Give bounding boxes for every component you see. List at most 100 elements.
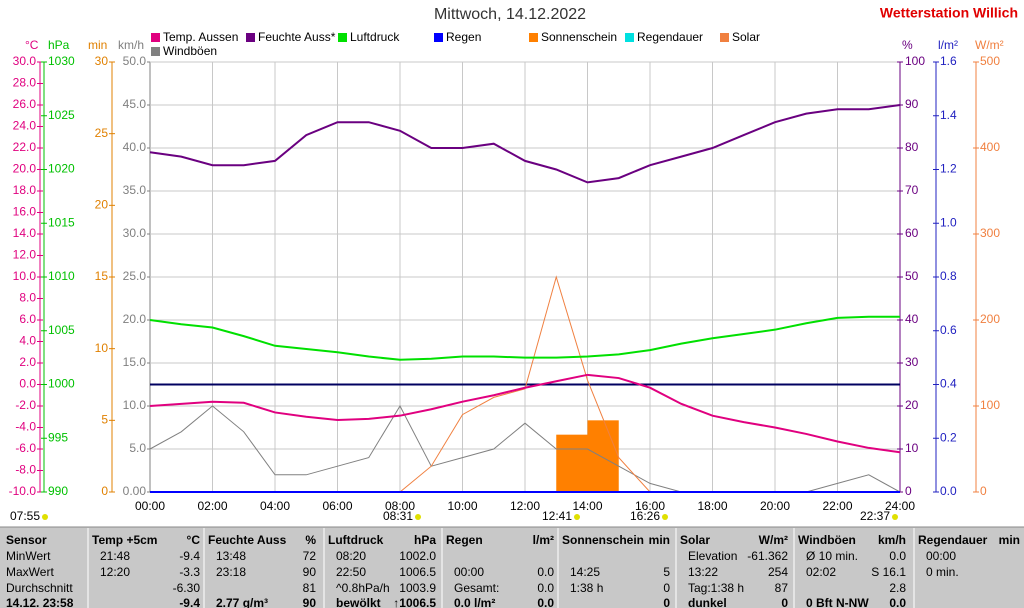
column-header: Regendauer [918,533,988,547]
cell-right: 72 [303,549,317,563]
cell-left: 0 min. [926,565,959,579]
legend-label: Regen [446,30,481,44]
axis-unit: min [88,38,107,52]
legend-label: Solar [732,30,760,44]
y-tick-label: 20 [95,198,109,212]
axis-unit: W/m² [975,38,1004,52]
y-tick-label: 30 [95,54,109,68]
row-label: Durchschnitt [6,581,73,595]
bar [556,434,588,492]
x-tick-label: 08:00 [385,499,415,513]
row-label: 14.12. 23:58 [6,596,74,608]
cell-left: 14:25 [570,565,600,579]
y-tick-label: 1010 [48,269,75,283]
y-tick-label: 0.0 [940,484,957,498]
axis-unit: l/m² [938,38,958,52]
legend-label: Sonnenschein [541,30,617,44]
column-header: Feuchte Auss [208,533,287,547]
cell-left: ^0.8hPa/h [336,581,390,595]
cell-left: Tag:1:38 h [688,581,744,595]
cell-left: 0 Bft N-NW [806,596,869,608]
cell-left: 22:50 [336,565,366,579]
y-tick-label: 12.0 [13,248,37,262]
x-tick-label: 10:00 [447,499,477,513]
y-tick-label: 1025 [48,108,75,122]
y-tick-label: 1030 [48,54,75,68]
y-tick-label: 50 [905,269,919,283]
x-tick-label: 16:00 [635,499,665,513]
station-name: Wetterstation Willich [880,5,1018,21]
y-tick-label: 20.0 [13,162,37,176]
y-tick-label: 20.0 [123,312,147,326]
y-tick-label: 5.0 [129,441,146,455]
column-unit: hPa [414,533,436,547]
cell-right: 0.0 [537,581,554,595]
time-annotation: 07:55 [10,509,40,523]
y-tick-label: 80 [905,140,919,154]
axis-unit: % [902,38,913,52]
y-tick-label: 6.0 [19,312,36,326]
sun-marker [415,514,421,520]
x-tick-label: 22:00 [822,499,852,513]
legend-label: Temp. Aussen [163,30,238,44]
cell-right: 1006.5 [399,565,436,579]
x-tick-label: 04:00 [260,499,290,513]
y-tick-label: 25 [95,126,109,140]
column-unit: °C [187,533,201,547]
sun-marker [574,514,580,520]
x-tick-label: 00:00 [135,499,165,513]
sun-marker [892,514,898,520]
legend-swatch [720,33,729,42]
cell-right: 254 [768,565,788,579]
cell-right: 1002.0 [399,549,436,563]
y-tick-label: 14.0 [13,226,37,240]
bar [587,420,619,492]
legend-label: Windböen [163,44,217,58]
cell-left: 21:48 [100,549,130,563]
cell-left: 2.77 g/m³ [216,596,268,608]
column-unit: min [999,533,1020,547]
y-tick-label: 30 [905,355,919,369]
cell-left: 0.0 l/m² [454,596,495,608]
cell-left: Gesamt: [454,581,499,595]
y-tick-label: 1005 [48,323,75,337]
cell-left: 00:00 [454,565,484,579]
cell-left: 12:20 [100,565,130,579]
y-tick-label: 25.0 [123,269,147,283]
y-tick-label: 0 [905,484,912,498]
time-annotation: 16:26 [630,509,660,523]
cell-right: -9.4 [179,596,200,608]
y-tick-label: 45.0 [123,97,147,111]
cell-right: 87 [775,581,789,595]
y-tick-label: 20 [905,398,919,412]
y-tick-label: 1015 [48,215,75,229]
x-tick-label: 18:00 [697,499,727,513]
y-tick-label: 10 [95,341,109,355]
y-tick-label: -4.0 [15,420,36,434]
y-tick-label: 5 [101,413,108,427]
y-tick-label: 0.0 [19,377,36,391]
y-tick-label: 0 [980,484,987,498]
y-tick-label: 0 [101,484,108,498]
y-tick-label: -10.0 [9,484,37,498]
column-unit: km/h [878,533,906,547]
legend-swatch [529,33,538,42]
cell-right: 0.0 [889,549,906,563]
legend-swatch [151,33,160,42]
y-tick-label: 8.0 [19,291,36,305]
y-tick-label: 995 [48,430,68,444]
table-background [0,527,1024,608]
x-tick-label: 20:00 [760,499,790,513]
y-tick-label: 1.4 [940,108,957,122]
x-tick-label: 12:00 [510,499,540,513]
cell-right: -3.3 [179,565,200,579]
column-header: Windböen [798,533,856,547]
cell-right: 2.8 [889,581,906,595]
cell-left: Elevation [688,549,737,563]
cell-right: 90 [303,596,317,608]
y-tick-label: 300 [980,226,1000,240]
y-tick-label: 10.0 [13,269,37,283]
y-tick-label: 1020 [48,162,75,176]
sun-marker [662,514,668,520]
y-tick-label: 0.4 [940,377,957,391]
